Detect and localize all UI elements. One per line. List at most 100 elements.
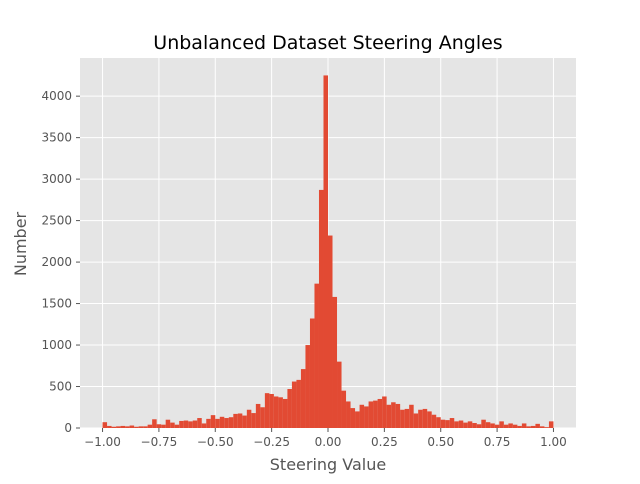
histogram-bar <box>413 413 419 428</box>
histogram-bars <box>102 75 554 429</box>
y-tick-label: 1500 <box>41 297 72 311</box>
histogram-bar <box>422 408 428 428</box>
histogram-bar <box>237 413 243 428</box>
histogram-bar <box>368 401 374 428</box>
histogram-bar <box>228 417 234 428</box>
chart-title: Unbalanced Dataset Steering Angles <box>153 32 502 54</box>
x-tick-label: 0.75 <box>484 435 511 449</box>
histogram-bar <box>246 409 252 428</box>
histogram-bar <box>427 411 432 428</box>
histogram-bar <box>512 424 518 428</box>
histogram-bar <box>373 400 378 428</box>
histogram-bar <box>409 404 414 428</box>
histogram-bar <box>309 318 315 428</box>
y-tick-label: 2000 <box>41 255 72 269</box>
histogram-bar <box>219 416 225 428</box>
histogram-bar <box>337 361 342 428</box>
histogram-bar <box>156 424 162 428</box>
histogram-bar <box>377 398 383 428</box>
histogram-bar <box>346 401 351 428</box>
histogram-bar <box>282 398 288 428</box>
y-tick-label: 500 <box>49 380 72 394</box>
histogram-bar <box>517 425 522 428</box>
y-axis-label: Number <box>11 211 30 276</box>
histogram-bar <box>314 283 319 428</box>
histogram-bar <box>255 403 261 428</box>
histogram-bar <box>503 424 509 428</box>
histogram-bar <box>278 397 283 428</box>
y-tick-label: 0 <box>64 421 72 435</box>
y-tick-label: 1000 <box>41 338 72 352</box>
histogram-bar <box>269 393 274 428</box>
histogram-bar <box>476 424 482 428</box>
histogram-bar <box>138 426 144 428</box>
x-tick-label: −0.25 <box>253 435 290 449</box>
histogram-bar <box>418 409 423 428</box>
histogram-bar <box>386 404 392 428</box>
histogram-bar <box>499 421 504 428</box>
y-tick-label: 4000 <box>41 89 72 103</box>
histogram-bar <box>188 421 193 428</box>
histogram-bar <box>125 426 130 428</box>
histogram-bar <box>287 389 292 428</box>
histogram-bar <box>147 424 153 428</box>
histogram-bar <box>264 393 270 428</box>
histogram-bar <box>102 422 108 428</box>
histogram-bar <box>116 426 121 428</box>
histogram-bar <box>467 421 473 428</box>
histogram-bar <box>364 406 369 428</box>
histogram-bar <box>544 427 549 428</box>
histogram-bar <box>192 420 198 428</box>
histogram-bar <box>445 420 450 428</box>
histogram-bar <box>400 409 405 428</box>
histogram-bar <box>165 419 171 428</box>
histogram-bar <box>332 296 338 428</box>
histogram-bar <box>161 424 166 428</box>
histogram-bar <box>521 423 527 428</box>
x-axis-label: Steering Value <box>270 455 386 474</box>
histogram-bar <box>490 423 495 428</box>
x-tick-label: −1.00 <box>84 435 121 449</box>
histogram-bar <box>291 381 297 428</box>
histogram-bar <box>224 418 229 428</box>
histogram-bar <box>197 418 202 428</box>
histogram-bar <box>404 408 410 428</box>
histogram-bar <box>395 403 401 428</box>
histogram-bar <box>300 369 306 428</box>
y-tick-label: 3000 <box>41 172 72 186</box>
histogram-bar <box>210 415 216 428</box>
histogram-bar <box>391 402 396 428</box>
histogram-bar <box>242 415 247 428</box>
histogram-bar <box>179 420 184 428</box>
x-axis-ticks: −1.00 −0.75 −0.50 −0.25 0.00 0.25 0.50 0.75 1.00 <box>84 428 567 449</box>
histogram-bar <box>233 413 238 428</box>
histogram-bar <box>323 75 328 429</box>
histogram-bar <box>129 425 135 428</box>
histogram-bar <box>318 189 324 428</box>
histogram-bar <box>134 426 139 428</box>
histogram-bar <box>463 422 468 428</box>
histogram-bar <box>273 396 279 428</box>
histogram-bar <box>251 413 256 428</box>
x-tick-label: −0.50 <box>197 435 234 449</box>
histogram-bar <box>440 419 446 428</box>
histogram-bar <box>201 423 207 428</box>
histogram-bar <box>260 407 265 428</box>
histogram-bar <box>328 235 333 428</box>
histogram-bar <box>359 404 365 428</box>
histogram-bar <box>472 423 477 428</box>
histogram-bar <box>481 419 486 428</box>
histogram-bar <box>539 426 545 428</box>
histogram-bar <box>170 422 175 428</box>
x-tick-label: 1.00 <box>540 435 567 449</box>
x-tick-label: 0.50 <box>427 435 454 449</box>
histogram-bar <box>183 420 189 428</box>
histogram-bar <box>143 426 148 428</box>
histogram-bar <box>215 418 220 428</box>
histogram-bar <box>458 420 464 428</box>
histogram-bar <box>535 423 540 428</box>
histogram-bar <box>111 426 117 428</box>
x-tick-label: 0.00 <box>315 435 342 449</box>
x-tick-label: −0.75 <box>141 435 178 449</box>
